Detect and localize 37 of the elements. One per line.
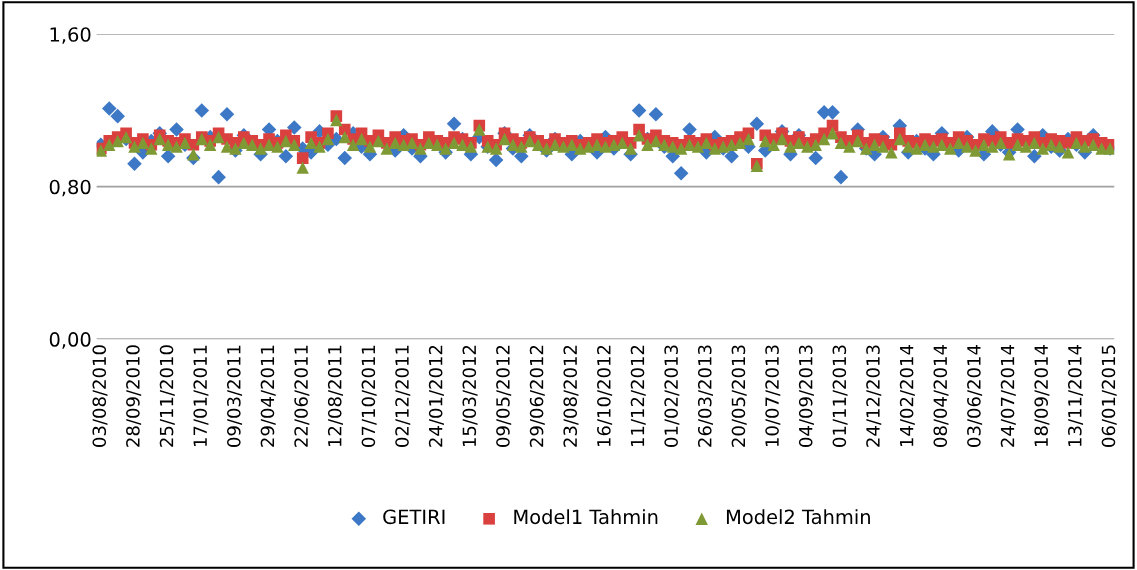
x-tick-label: 28/09/2010 <box>126 345 142 447</box>
x-tick-label: 09/03/2011 <box>226 345 243 447</box>
x-tick-label: 24/07/2014 <box>1000 345 1016 447</box>
x-tick-label: 23/08/2012 <box>563 345 579 447</box>
x-tick-label: 07/10/2011 <box>361 345 377 447</box>
x-tick-label: 24/12/2013 <box>866 345 882 447</box>
x-tick-label: 11/12/2012 <box>630 345 646 447</box>
y-tick-label: 0,00 <box>49 332 91 349</box>
x-tick-label: 29/04/2011 <box>260 345 276 447</box>
x-tick-label: 06/01/2015 <box>1101 345 1117 447</box>
legend-label: GETIRI <box>383 509 445 525</box>
y-tick-label: 1,60 <box>50 27 91 44</box>
x-tick-label: 01/11/2013 <box>832 345 848 447</box>
x-tick-label: 22/06/2011 <box>294 345 310 447</box>
x-tick-label: 20/05/2013 <box>731 345 747 447</box>
legend-label: Model1 Tahmin <box>514 509 658 525</box>
x-tick-label: 02/12/2011 <box>395 345 411 447</box>
x-tick-label: 13/11/2014 <box>1068 345 1084 447</box>
x-tick-label: 01/02/2013 <box>664 345 680 447</box>
legend-label: Model2 Tahmin <box>726 509 870 525</box>
x-tick-label: 26/03/2013 <box>697 345 714 447</box>
x-tick-label: 24/01/2012 <box>428 345 444 447</box>
x-tick-label: 16/10/2012 <box>597 345 613 447</box>
x-tick-label: 29/06/2012 <box>529 345 545 447</box>
y-tick-label: 0,80 <box>49 179 91 197</box>
x-tick-label: 25/11/2010 <box>159 345 175 447</box>
x-tick-label: 04/09/2013 <box>798 345 814 447</box>
x-tick-label: 15/03/2012 <box>462 345 478 447</box>
x-tick-label: 10/07/2013 <box>765 345 781 447</box>
x-tick-label: 08/04/2014 <box>933 345 949 447</box>
x-tick-label: 14/02/2014 <box>899 345 915 447</box>
x-tick-label: 09/05/2012 <box>496 345 512 447</box>
x-tick-label: 03/06/2014 <box>967 345 983 447</box>
x-tick-label: 12/08/2011 <box>327 345 343 447</box>
x-tick-label: 17/01/2011 <box>193 345 209 447</box>
x-tick-label: 18/09/2014 <box>1034 345 1050 447</box>
x-tick-label: 03/08/2010 <box>92 345 108 447</box>
